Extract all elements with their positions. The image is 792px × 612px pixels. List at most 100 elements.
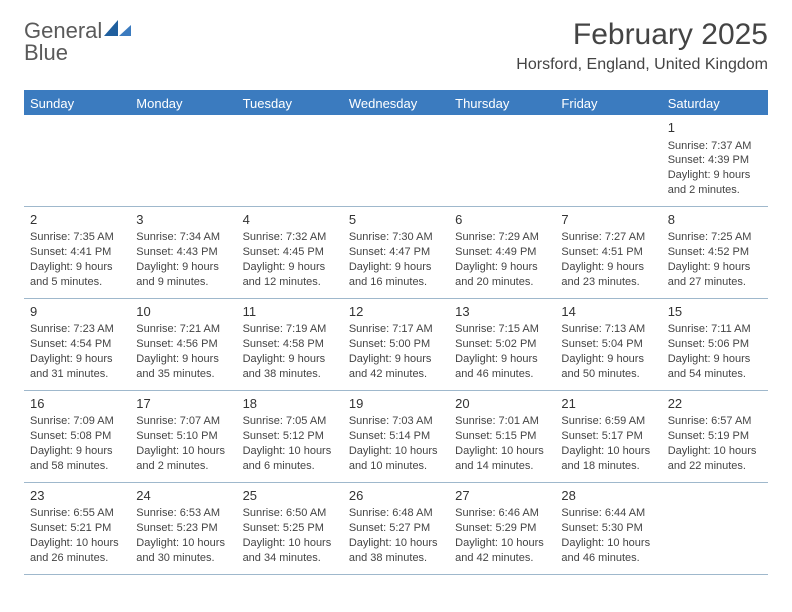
calendar: Sunday Monday Tuesday Wednesday Thursday… [24, 90, 768, 575]
sunset-text: Sunset: 5:15 PM [455, 429, 549, 444]
sunrise-text: Sunrise: 7:15 AM [455, 322, 549, 337]
sunset-text: Sunset: 4:49 PM [455, 245, 549, 260]
day-cell: 16Sunrise: 7:09 AMSunset: 5:08 PMDayligh… [24, 391, 130, 482]
sunset-text: Sunset: 5:25 PM [243, 521, 337, 536]
day-cell: 6Sunrise: 7:29 AMSunset: 4:49 PMDaylight… [449, 207, 555, 298]
day-header-row: Sunday Monday Tuesday Wednesday Thursday… [24, 92, 768, 115]
sunrise-text: Sunrise: 6:57 AM [668, 414, 762, 429]
daylight-text: Daylight: 10 hours and 6 minutes. [243, 444, 337, 474]
week-row: 16Sunrise: 7:09 AMSunset: 5:08 PMDayligh… [24, 391, 768, 483]
sunrise-text: Sunrise: 7:32 AM [243, 230, 337, 245]
sunrise-text: Sunrise: 7:09 AM [30, 414, 124, 429]
sunrise-text: Sunrise: 6:55 AM [30, 506, 124, 521]
day-number: 28 [561, 487, 655, 505]
day-cell [130, 115, 236, 206]
day-cell [555, 115, 661, 206]
sunset-text: Sunset: 5:04 PM [561, 337, 655, 352]
daylight-text: Daylight: 10 hours and 14 minutes. [455, 444, 549, 474]
day-number: 27 [455, 487, 549, 505]
sunrise-text: Sunrise: 7:30 AM [349, 230, 443, 245]
daylight-text: Daylight: 10 hours and 46 minutes. [561, 536, 655, 566]
sunset-text: Sunset: 5:12 PM [243, 429, 337, 444]
sunset-text: Sunset: 4:58 PM [243, 337, 337, 352]
daylight-text: Daylight: 10 hours and 30 minutes. [136, 536, 230, 566]
day-cell [662, 483, 768, 574]
day-number: 13 [455, 303, 549, 321]
daylight-text: Daylight: 9 hours and 12 minutes. [243, 260, 337, 290]
day-cell: 23Sunrise: 6:55 AMSunset: 5:21 PMDayligh… [24, 483, 130, 574]
sunrise-text: Sunrise: 7:17 AM [349, 322, 443, 337]
month-title: February 2025 [516, 18, 768, 52]
day-cell: 24Sunrise: 6:53 AMSunset: 5:23 PMDayligh… [130, 483, 236, 574]
day-number: 25 [243, 487, 337, 505]
week-row: 1Sunrise: 7:37 AMSunset: 4:39 PMDaylight… [24, 115, 768, 207]
sunset-text: Sunset: 5:14 PM [349, 429, 443, 444]
daylight-text: Daylight: 9 hours and 42 minutes. [349, 352, 443, 382]
sunset-text: Sunset: 4:54 PM [30, 337, 124, 352]
day-number: 1 [668, 119, 762, 137]
dayhead-fri: Friday [555, 92, 661, 115]
daylight-text: Daylight: 9 hours and 35 minutes. [136, 352, 230, 382]
dayhead-mon: Monday [130, 92, 236, 115]
day-cell: 1Sunrise: 7:37 AMSunset: 4:39 PMDaylight… [662, 115, 768, 206]
day-number: 19 [349, 395, 443, 413]
day-cell: 14Sunrise: 7:13 AMSunset: 5:04 PMDayligh… [555, 299, 661, 390]
daylight-text: Daylight: 10 hours and 18 minutes. [561, 444, 655, 474]
day-cell: 28Sunrise: 6:44 AMSunset: 5:30 PMDayligh… [555, 483, 661, 574]
sunrise-text: Sunrise: 7:13 AM [561, 322, 655, 337]
day-cell: 3Sunrise: 7:34 AMSunset: 4:43 PMDaylight… [130, 207, 236, 298]
sunset-text: Sunset: 5:27 PM [349, 521, 443, 536]
day-cell: 22Sunrise: 6:57 AMSunset: 5:19 PMDayligh… [662, 391, 768, 482]
day-number: 14 [561, 303, 655, 321]
day-number: 20 [455, 395, 549, 413]
day-number: 3 [136, 211, 230, 229]
daylight-text: Daylight: 9 hours and 46 minutes. [455, 352, 549, 382]
sunset-text: Sunset: 4:56 PM [136, 337, 230, 352]
sunset-text: Sunset: 4:51 PM [561, 245, 655, 260]
daylight-text: Daylight: 10 hours and 38 minutes. [349, 536, 443, 566]
sunrise-text: Sunrise: 7:19 AM [243, 322, 337, 337]
day-cell: 5Sunrise: 7:30 AMSunset: 4:47 PMDaylight… [343, 207, 449, 298]
day-cell: 13Sunrise: 7:15 AMSunset: 5:02 PMDayligh… [449, 299, 555, 390]
sunrise-text: Sunrise: 6:59 AM [561, 414, 655, 429]
day-cell [24, 115, 130, 206]
sunset-text: Sunset: 4:52 PM [668, 245, 762, 260]
day-number: 9 [30, 303, 124, 321]
day-number: 12 [349, 303, 443, 321]
daylight-text: Daylight: 9 hours and 58 minutes. [30, 444, 124, 474]
sunset-text: Sunset: 4:41 PM [30, 245, 124, 260]
day-number: 4 [243, 211, 337, 229]
day-cell: 8Sunrise: 7:25 AMSunset: 4:52 PMDaylight… [662, 207, 768, 298]
sunset-text: Sunset: 5:23 PM [136, 521, 230, 536]
sunset-text: Sunset: 5:08 PM [30, 429, 124, 444]
daylight-text: Daylight: 9 hours and 50 minutes. [561, 352, 655, 382]
day-number: 21 [561, 395, 655, 413]
dayhead-tue: Tuesday [237, 92, 343, 115]
sunrise-text: Sunrise: 7:34 AM [136, 230, 230, 245]
location: Horsford, England, United Kingdom [516, 56, 768, 74]
logo-text-block: General Blue [24, 18, 132, 64]
daylight-text: Daylight: 10 hours and 26 minutes. [30, 536, 124, 566]
dayhead-wed: Wednesday [343, 92, 449, 115]
day-number: 10 [136, 303, 230, 321]
day-number: 22 [668, 395, 762, 413]
day-cell: 19Sunrise: 7:03 AMSunset: 5:14 PMDayligh… [343, 391, 449, 482]
title-block: February 2025 Horsford, England, United … [516, 18, 768, 74]
sunrise-text: Sunrise: 7:35 AM [30, 230, 124, 245]
weeks: 1Sunrise: 7:37 AMSunset: 4:39 PMDaylight… [24, 115, 768, 575]
sunrise-text: Sunrise: 6:53 AM [136, 506, 230, 521]
dayhead-sun: Sunday [24, 92, 130, 115]
day-number: 15 [668, 303, 762, 321]
day-number: 7 [561, 211, 655, 229]
week-row: 9Sunrise: 7:23 AMSunset: 4:54 PMDaylight… [24, 299, 768, 391]
day-cell: 2Sunrise: 7:35 AMSunset: 4:41 PMDaylight… [24, 207, 130, 298]
daylight-text: Daylight: 10 hours and 42 minutes. [455, 536, 549, 566]
day-cell: 21Sunrise: 6:59 AMSunset: 5:17 PMDayligh… [555, 391, 661, 482]
sunset-text: Sunset: 5:02 PM [455, 337, 549, 352]
day-cell: 4Sunrise: 7:32 AMSunset: 4:45 PMDaylight… [237, 207, 343, 298]
sunrise-text: Sunrise: 7:27 AM [561, 230, 655, 245]
day-cell: 9Sunrise: 7:23 AMSunset: 4:54 PMDaylight… [24, 299, 130, 390]
header: General Blue February 2025 Horsford, Eng… [0, 0, 792, 82]
day-number: 18 [243, 395, 337, 413]
day-cell: 27Sunrise: 6:46 AMSunset: 5:29 PMDayligh… [449, 483, 555, 574]
